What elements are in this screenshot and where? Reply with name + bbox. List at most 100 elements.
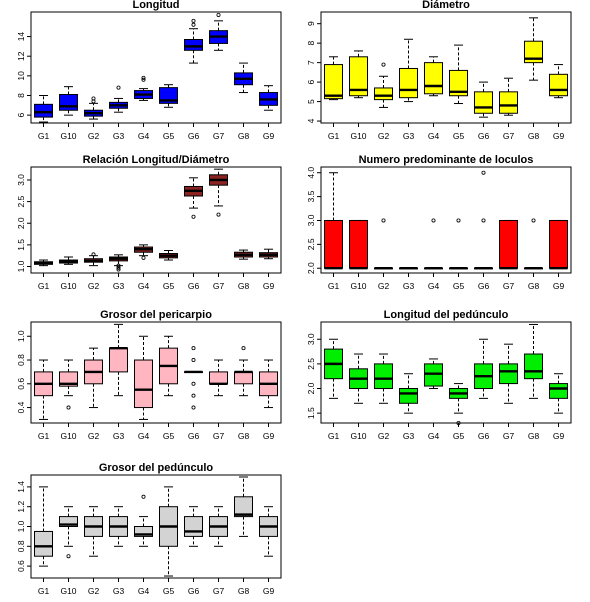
y-tick-label: 1.0 (16, 260, 26, 272)
outlier-point (66, 405, 71, 410)
boxplot-panel-4: Numero predominante de loculos 2.0 2.5 3.0 3… (306, 154, 572, 291)
y-tick-label: 14 (16, 32, 26, 42)
y-tick-label: 1.2 (16, 501, 26, 513)
y-tick-label: 2.5 (306, 358, 316, 370)
x-tick-label: G4 (428, 131, 440, 141)
y-tick-label: 7 (306, 60, 316, 65)
x-tick-label: G7 (213, 281, 225, 291)
box-G2 (84, 347, 103, 409)
x-tick-label: G7 (213, 586, 225, 596)
box-G3 (109, 85, 128, 113)
box-iqr (34, 103, 53, 118)
box-iqr (449, 69, 468, 97)
outlier-point (116, 85, 121, 90)
box-G2 (84, 252, 103, 267)
outlier-point (116, 265, 121, 270)
box-G1 (34, 486, 53, 567)
outlier-point (191, 18, 196, 23)
x-tick-label: G6 (478, 281, 490, 291)
x-tick-label: G6 (188, 131, 200, 141)
box-iqr (399, 67, 418, 99)
box-G1 (34, 359, 53, 420)
plot-frame (30, 166, 282, 274)
x-tick-label: G10 (350, 131, 366, 141)
outlier-point (191, 405, 196, 410)
box-G6 (184, 506, 203, 547)
x-tick-label: G1 (38, 281, 50, 291)
box-G4 (424, 218, 443, 270)
y-tick-label: 0.6 (16, 560, 26, 572)
box-G9 (259, 359, 278, 409)
x-tick-label: G1 (328, 431, 340, 441)
box-G7 (209, 168, 228, 217)
box-iqr (499, 219, 518, 269)
box-iqr (524, 40, 543, 64)
y-tick-label: 2.5 (306, 238, 316, 250)
x-tick-label: G6 (188, 281, 200, 291)
outlier-point (141, 494, 146, 499)
x-tick-label: G10 (60, 281, 76, 291)
plot-frame (320, 321, 572, 424)
x-tick-label: G2 (378, 131, 390, 141)
x-tick-label: G6 (188, 586, 200, 596)
box-G7 (209, 506, 228, 547)
x-tick-label: G4 (138, 431, 150, 441)
box-G4 (424, 56, 443, 97)
outlier-point (66, 554, 71, 559)
box-G3 (109, 254, 128, 272)
box-iqr (59, 94, 78, 111)
box-iqr (234, 371, 253, 385)
box-G10 (59, 359, 78, 410)
outlier-point (191, 393, 196, 398)
box-iqr (499, 363, 518, 385)
x-tick-label: G9 (263, 131, 275, 141)
plot-frame (320, 11, 572, 124)
x-tick-label: G9 (553, 281, 565, 291)
box-G6 (474, 170, 493, 270)
box-G6 (184, 346, 203, 410)
outlier-point (216, 212, 221, 217)
box-iqr (59, 516, 78, 527)
x-tick-label: G5 (163, 431, 175, 441)
x-tick-label: G3 (403, 281, 415, 291)
outlier-point (481, 170, 486, 175)
box-G1 (34, 94, 53, 123)
box-iqr (209, 371, 228, 385)
x-tick-label: G5 (163, 281, 175, 291)
outlier-point (241, 346, 246, 351)
x-tick-label: G3 (113, 586, 125, 596)
x-tick-label: G8 (528, 281, 540, 291)
y-tick-label: 2.5 (16, 195, 26, 207)
y-tick-label: 0.4 (16, 401, 26, 413)
x-tick-label: G10 (350, 281, 366, 291)
box-iqr (134, 359, 153, 409)
box-G4 (424, 358, 443, 390)
box-G5 (449, 44, 468, 105)
x-tick-label: G6 (188, 431, 200, 441)
box-G8 (524, 218, 543, 270)
x-tick-label: G5 (163, 586, 175, 596)
x-tick-label: G3 (403, 431, 415, 441)
box-iqr (349, 219, 368, 269)
x-tick-label: G9 (263, 431, 275, 441)
box-G1 (324, 56, 343, 101)
y-tick-label: 2.0 (16, 217, 26, 229)
box-G10 (59, 86, 78, 116)
box-iqr (349, 56, 368, 97)
x-tick-label: G7 (503, 431, 515, 441)
x-tick-label: G5 (163, 131, 175, 141)
y-tick-label: 6 (306, 79, 316, 84)
box-G4 (134, 244, 153, 260)
y-tick-label: 9 (306, 21, 316, 26)
outlier-point (191, 346, 196, 351)
box-G2 (84, 506, 103, 557)
outlier-point (481, 218, 486, 223)
box-G3 (399, 373, 418, 414)
x-tick-label: G4 (138, 586, 150, 596)
y-tick-label: 10 (16, 71, 26, 81)
outlier-point (141, 255, 146, 260)
x-tick-label: G2 (88, 586, 100, 596)
panel-title: Numero predominante de loculos (359, 154, 534, 166)
box-G5 (159, 250, 178, 261)
y-tick-label: 8 (16, 93, 26, 98)
